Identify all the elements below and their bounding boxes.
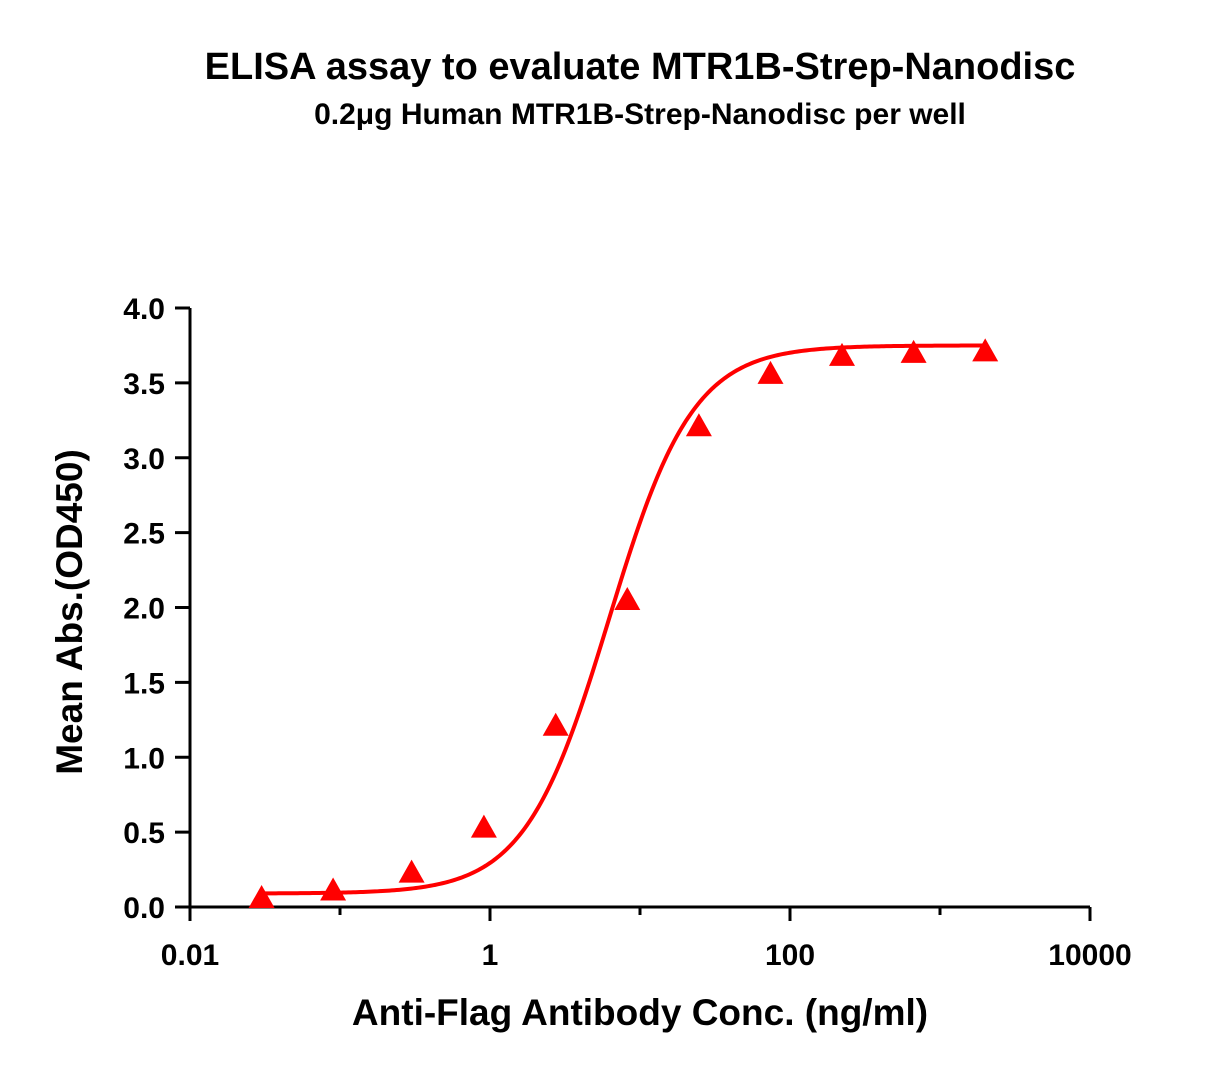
x-tick-label: 1 [482,939,499,972]
data-point-marker [470,814,497,838]
chart-title: ELISA assay to evaluate MTR1B-Strep-Nano… [204,46,1076,88]
y-tick-label: 2.5 [123,518,165,551]
x-tick-label: 0.01 [161,939,219,972]
data-point-marker [757,360,784,384]
y-tick-label: 1.0 [123,742,165,775]
x-tick-label: 100 [765,939,815,972]
x-axis-title: Anti-Flag Antibody Conc. (ng/ml) [352,992,928,1033]
y-tick-label: 0.0 [123,892,165,925]
fit-curve [261,343,986,896]
data-point-marker [320,877,347,901]
y-tick-label: 0.5 [123,817,165,850]
data-point-marker [972,338,999,362]
data-point-marker [248,885,275,908]
y-tick-label: 4.0 [123,293,165,326]
data-point-marker [900,339,927,363]
y-tick-label: 1.5 [123,667,165,700]
data-point-marker [685,413,712,437]
data-point-marker [829,342,855,366]
y-tick-label: 3.0 [123,443,165,476]
chart-subtitle: 0.2μg Human MTR1B-Strep-Nanodisc per wel… [314,98,966,131]
data-point-marker [542,712,569,736]
data-point-marker [398,859,425,883]
data-markers [248,338,999,908]
x-tick-label: 10000 [1048,939,1131,972]
y-tick-label: 2.0 [123,593,165,626]
y-axis-title: Mean Abs.(OD450) [49,449,90,775]
y-tick-label: 3.5 [123,368,165,401]
axes: 0.0 0.5 1.0 1.5 2.0 2.5 3.0 3.5 4.0 0.01 1 100 10000 [123,293,1131,972]
data-point-marker [614,587,641,610]
